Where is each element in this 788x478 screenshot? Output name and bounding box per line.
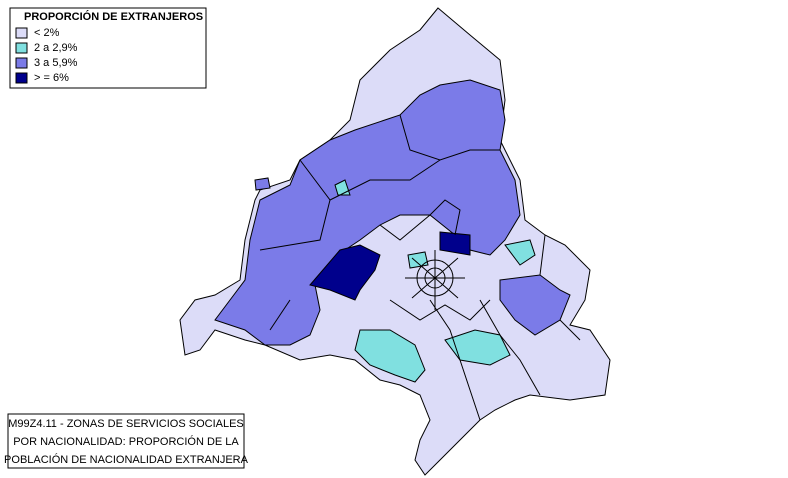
legend-swatch xyxy=(15,57,28,69)
border xyxy=(379,199,461,241)
region-2-3 xyxy=(354,329,426,383)
legend-label: 3 a 5,9% xyxy=(34,57,78,69)
border xyxy=(429,299,481,421)
border xyxy=(329,159,441,201)
region-2-3 xyxy=(504,239,536,266)
caption-box xyxy=(7,413,245,469)
region-2-3 xyxy=(334,179,351,196)
caption-line: POBLACIÓN DE NACIONALIDAD EXTRANJERA xyxy=(4,453,249,466)
legend-label: 2 a 2,9% xyxy=(34,42,78,54)
border xyxy=(389,299,491,321)
border xyxy=(259,159,331,251)
border xyxy=(479,299,541,396)
region-3-6 xyxy=(254,177,271,191)
caption: M99Z4.11 - ZONAS DE SERVICIOS SOCIALES PO… xyxy=(4,418,249,466)
region-6 xyxy=(309,244,381,301)
legend-items: < 2% 2 a 2,9% 3 a 5,9% > = 6% xyxy=(15,27,78,84)
legend-swatch xyxy=(15,42,28,54)
legend-title: PROPORCIÓN DE EXTRANJEROS xyxy=(24,10,203,23)
map-regions xyxy=(179,7,611,476)
border xyxy=(411,257,459,299)
caption-line: M99Z4.11 - ZONAS DE SERVICIOS SOCIALES xyxy=(8,418,244,430)
legend-swatch xyxy=(15,27,28,39)
region-6 xyxy=(439,231,471,256)
region-2-3 xyxy=(407,251,429,269)
borders xyxy=(259,114,581,421)
legend-swatch xyxy=(15,72,28,84)
region-3-6 xyxy=(214,79,521,346)
border xyxy=(559,319,581,341)
border xyxy=(269,299,291,331)
legend-box xyxy=(9,7,207,89)
region-outline xyxy=(179,7,611,476)
legend-label: < 2% xyxy=(34,27,60,39)
caption-line: POR NACIONALIDAD: PROPORCIÓN DE LA xyxy=(13,435,239,448)
legend-label: > = 6% xyxy=(34,72,69,84)
border xyxy=(539,234,546,276)
